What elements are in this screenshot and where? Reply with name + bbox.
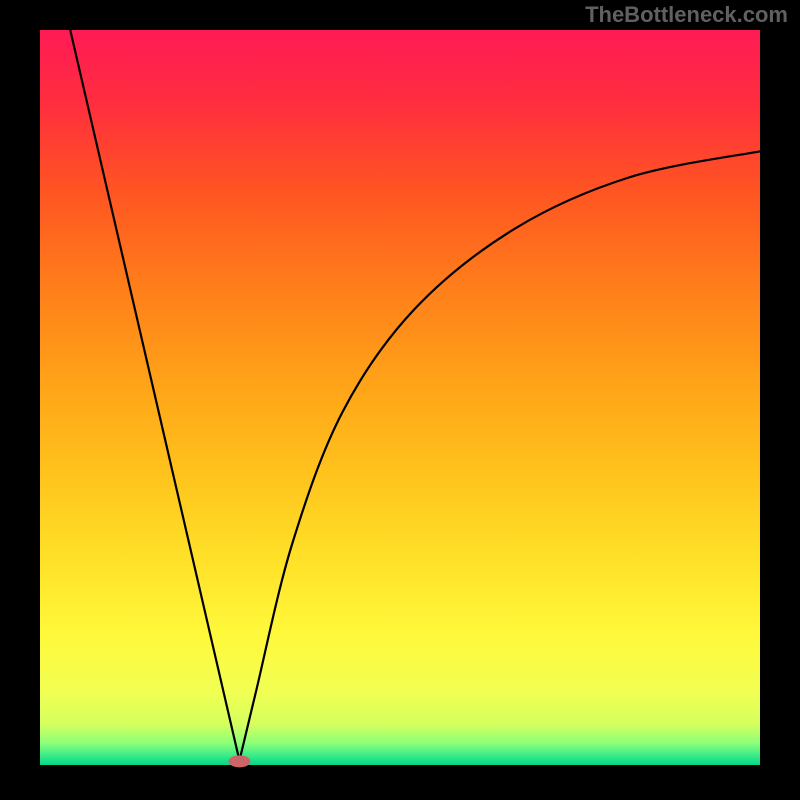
chart-svg xyxy=(0,0,800,800)
watermark-text: TheBottleneck.com xyxy=(585,2,788,28)
chart-container: { "watermark": { "text": "TheBottleneck.… xyxy=(0,0,800,800)
plot-background xyxy=(40,30,760,765)
vertex-marker xyxy=(228,755,250,767)
